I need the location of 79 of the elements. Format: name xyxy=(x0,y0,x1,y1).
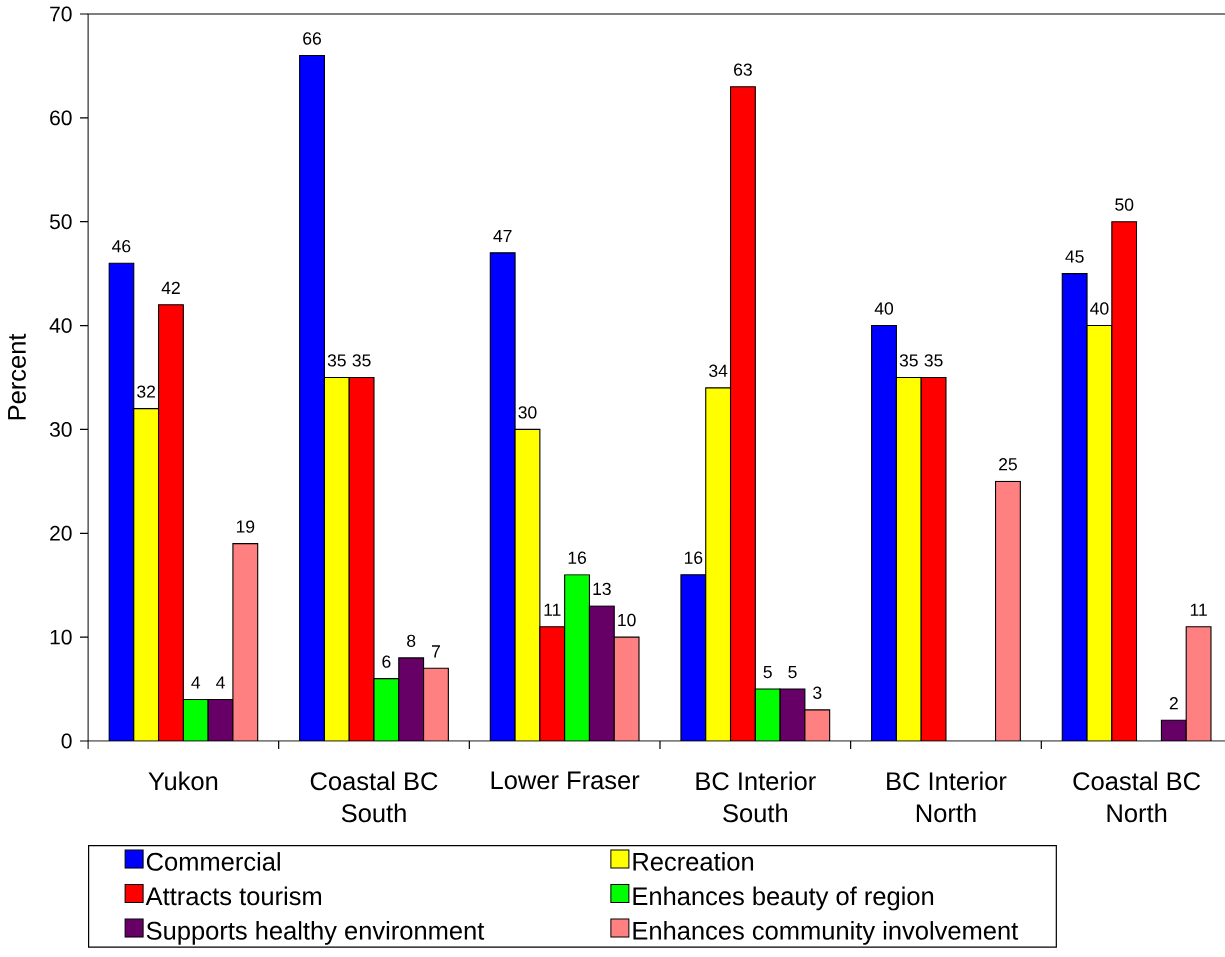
x-tick-label: BC Interior South xyxy=(696,771,816,823)
data-label: 34 xyxy=(709,364,728,377)
bar xyxy=(398,657,424,741)
y-tick-label: 60 xyxy=(50,110,72,126)
x-tick-label: Coastal BC South xyxy=(310,771,438,823)
bar xyxy=(515,429,540,741)
data-label: 63 xyxy=(734,63,752,76)
y-tick-label: 20 xyxy=(50,525,72,541)
bar xyxy=(490,252,516,741)
bar xyxy=(1061,273,1088,741)
bar xyxy=(896,377,922,741)
data-label: 32 xyxy=(137,385,156,398)
legend-label: Attracts tourism xyxy=(145,886,322,906)
bar xyxy=(158,304,184,741)
data-label: 5 xyxy=(788,665,797,679)
bar xyxy=(324,377,350,741)
data-label: 35 xyxy=(352,354,371,367)
bar xyxy=(1185,626,1212,741)
data-label: 46 xyxy=(112,239,131,253)
x-tick-label: BC Interior North xyxy=(887,771,1007,823)
data-label: 8 xyxy=(407,634,416,648)
data-label: 40 xyxy=(1090,302,1109,315)
bar xyxy=(730,86,756,741)
data-label: 42 xyxy=(161,281,180,294)
data-label: 40 xyxy=(874,302,894,315)
data-label: 13 xyxy=(593,582,611,596)
data-label: 47 xyxy=(493,229,512,242)
bar xyxy=(1086,325,1113,741)
legend-label: Enhances beauty of region xyxy=(633,886,934,911)
data-label: 16 xyxy=(568,551,587,564)
bar xyxy=(108,263,134,741)
data-label: 7 xyxy=(431,645,440,658)
y-tick-label: 70 xyxy=(50,6,72,22)
data-label: 2 xyxy=(1169,697,1178,710)
bar xyxy=(232,543,258,741)
y-axis-title: Percent xyxy=(8,333,26,420)
data-label: 19 xyxy=(236,520,255,533)
data-label: 45 xyxy=(1065,250,1084,263)
bar xyxy=(705,387,731,741)
x-tick-label: Coastal BC North xyxy=(1073,771,1201,823)
data-label: 4 xyxy=(191,676,201,689)
bar xyxy=(133,408,159,741)
data-label: 25 xyxy=(999,458,1017,471)
data-label: 10 xyxy=(618,613,636,627)
bar xyxy=(349,377,374,741)
y-tick-label: 10 xyxy=(50,629,72,645)
legend-label: Commercial xyxy=(146,852,280,871)
bar xyxy=(871,325,897,741)
data-label: 4 xyxy=(216,676,225,689)
bar xyxy=(589,605,615,741)
legend-label: Recreation xyxy=(633,852,754,871)
data-label: 30 xyxy=(518,406,537,419)
data-label: 5 xyxy=(763,665,772,679)
data-label: 11 xyxy=(544,603,561,616)
y-tick-label: 30 xyxy=(49,421,72,437)
legend-label: Enhances community involvement xyxy=(633,921,1019,945)
data-label: 35 xyxy=(924,354,943,367)
legend-label: Supports healthy environment xyxy=(146,921,485,945)
data-label: 3 xyxy=(813,686,822,699)
data-label: 66 xyxy=(303,32,321,45)
bar xyxy=(423,668,449,741)
data-label: 35 xyxy=(327,354,346,367)
data-label: 35 xyxy=(899,354,918,367)
x-tick-label: Yukon xyxy=(148,771,218,791)
data-label: 11 xyxy=(1190,603,1207,616)
bar xyxy=(995,481,1021,741)
bar xyxy=(680,574,706,741)
x-tick-label: Lower Fraser xyxy=(491,771,640,790)
data-label: 6 xyxy=(382,655,391,668)
data-label: 16 xyxy=(684,551,703,564)
bar xyxy=(539,626,565,741)
y-tick-label: 0 xyxy=(61,733,72,749)
y-tick-label: 50 xyxy=(49,214,72,230)
data-label: 50 xyxy=(1115,198,1134,211)
bar xyxy=(921,377,946,741)
bar xyxy=(614,637,640,741)
bar xyxy=(1111,221,1138,741)
bar xyxy=(299,55,325,741)
y-tick-label: 40 xyxy=(49,318,72,333)
